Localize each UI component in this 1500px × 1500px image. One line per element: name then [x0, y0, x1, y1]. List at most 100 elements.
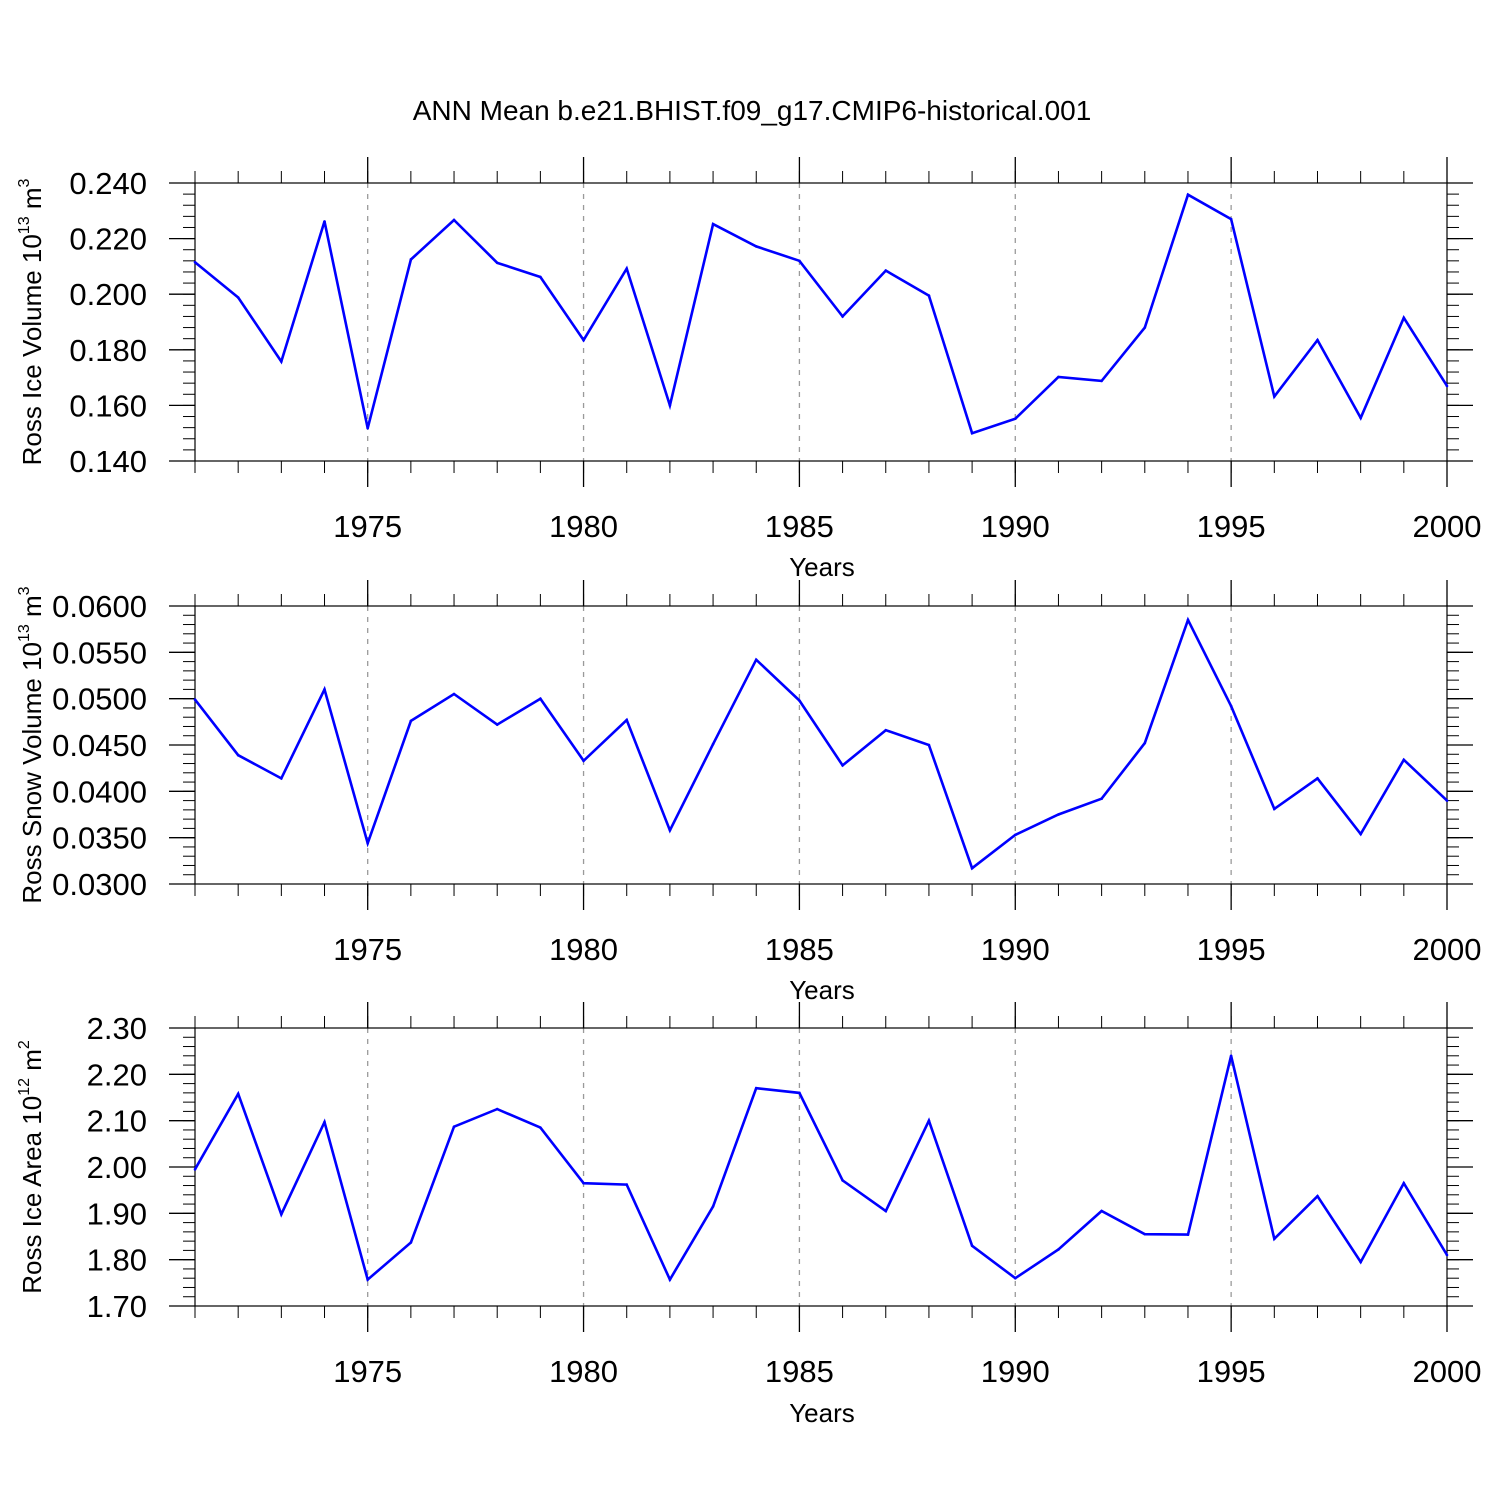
plot-frame — [194, 1027, 1448, 1307]
data-point — [711, 222, 715, 226]
data-point — [1402, 316, 1406, 320]
data-point — [970, 431, 974, 435]
data-point — [1100, 379, 1103, 383]
data-point — [539, 275, 542, 279]
data-point — [711, 1205, 715, 1208]
y-axis-label: Ross Ice Volume 1013 m3 — [16, 178, 47, 465]
y-tick-label: 0.140 — [69, 444, 147, 479]
panel-snow-volume: 1975 1980 1985 1990 1995 2000 Years 0.0300 0.035… — [16, 580, 1481, 1005]
data-point — [193, 1168, 197, 1171]
x-tick-label: 1985 — [765, 932, 834, 967]
y-tick-label: 0.0400 — [52, 774, 147, 809]
data-point — [280, 1212, 283, 1216]
data-point — [366, 1278, 369, 1281]
y-axis-label-unit-exponent: 3 — [16, 178, 33, 187]
data-point — [236, 753, 240, 757]
data-point — [754, 245, 758, 248]
data-point — [1316, 1194, 1319, 1198]
data-point — [1100, 797, 1103, 801]
data-point — [1229, 704, 1233, 708]
x-tick-label: 2000 — [1413, 932, 1482, 967]
y-tick-label: 0.0500 — [52, 682, 147, 717]
data-point — [841, 1179, 844, 1182]
data-point — [754, 1086, 758, 1090]
series-line — [193, 616, 1448, 871]
y-tick-label: 0.180 — [69, 333, 147, 368]
data-point — [236, 296, 240, 299]
data-point — [582, 338, 585, 342]
x-tick-label: 1985 — [765, 1354, 834, 1389]
y-tick-label: 0.240 — [69, 166, 147, 201]
data-point — [539, 1126, 542, 1129]
y-tick-label: 0.0600 — [52, 589, 147, 624]
data-point — [927, 1119, 931, 1122]
data-point — [1186, 1233, 1190, 1236]
y-axis-label-unit: m — [17, 595, 47, 624]
data-point — [668, 1278, 672, 1281]
data-point — [1057, 1248, 1060, 1251]
data-point — [798, 1091, 801, 1095]
data-point — [884, 1209, 888, 1213]
data-point — [323, 220, 326, 223]
data-point — [1273, 807, 1276, 811]
data-point — [1229, 217, 1233, 221]
y-axis-label-text: Ross Ice Area 10 — [17, 1096, 47, 1294]
data-point — [1359, 1260, 1362, 1264]
x-tick-label: 1990 — [981, 932, 1050, 967]
y-tick-label: 1.80 — [87, 1243, 147, 1278]
x-tick-label: 1980 — [549, 509, 618, 544]
data-point — [1013, 1276, 1017, 1280]
data-point — [452, 218, 456, 222]
data-point — [754, 658, 758, 662]
y-axis-label-unit-exponent: 3 — [16, 586, 33, 595]
data-point — [970, 1244, 974, 1248]
panel-ice-area: 1975 1980 1985 1990 1995 2000 Years 1.70 1.80 1.9… — [16, 1002, 1481, 1428]
data-point — [1057, 375, 1060, 379]
data-point — [841, 315, 844, 318]
x-tick-label: 1995 — [1197, 509, 1266, 544]
x-axis-label: Years — [789, 552, 855, 582]
data-point — [1273, 395, 1276, 398]
data-point — [409, 258, 413, 261]
data-point — [1143, 1232, 1147, 1236]
x-tick-label: 2000 — [1413, 509, 1482, 544]
data-point — [409, 1241, 413, 1244]
data-point — [1445, 1253, 1449, 1257]
data-point — [625, 718, 629, 722]
y-tick-label: 0.220 — [69, 222, 147, 257]
data-point — [323, 1120, 326, 1124]
data-point — [625, 1183, 629, 1186]
data-point — [1402, 1181, 1406, 1185]
data-point — [323, 688, 326, 691]
data-point — [236, 1092, 240, 1096]
panels: 1975 1980 1985 1990 1995 2000 Years 0.140 0.160 0… — [16, 157, 1481, 1428]
data-point — [798, 259, 801, 263]
y-axis-label-unit: m — [17, 187, 47, 216]
x-tick-label: 1985 — [765, 509, 834, 544]
data-point — [1057, 813, 1060, 816]
y-tick-label: 2.10 — [87, 1104, 147, 1139]
y-tick-label: 0.0450 — [52, 728, 147, 763]
data-point — [1445, 799, 1449, 802]
x-axis-label: Years — [789, 975, 855, 1005]
x-tick-label: 1995 — [1197, 932, 1266, 967]
data-point — [539, 697, 542, 700]
data-point — [884, 269, 888, 272]
data-point — [1013, 833, 1017, 837]
data-point — [625, 267, 629, 270]
x-tick-label: 1975 — [333, 932, 402, 967]
data-point — [409, 719, 413, 723]
y-tick-label: 0.200 — [69, 277, 147, 312]
y-tick-label: 0.0550 — [52, 635, 147, 670]
y-axis-label-exponent: 13 — [16, 624, 33, 642]
y-tick-label: 2.00 — [87, 1150, 147, 1185]
data-point — [193, 260, 197, 264]
data-point — [927, 743, 931, 747]
y-tick-label: 2.20 — [87, 1057, 147, 1092]
data-point — [193, 698, 197, 701]
data-point — [495, 723, 499, 726]
data-point — [970, 866, 974, 870]
x-tick-label: 2000 — [1413, 1354, 1482, 1389]
y-axis-label-text: Ross Snow Volume 10 — [17, 642, 47, 904]
